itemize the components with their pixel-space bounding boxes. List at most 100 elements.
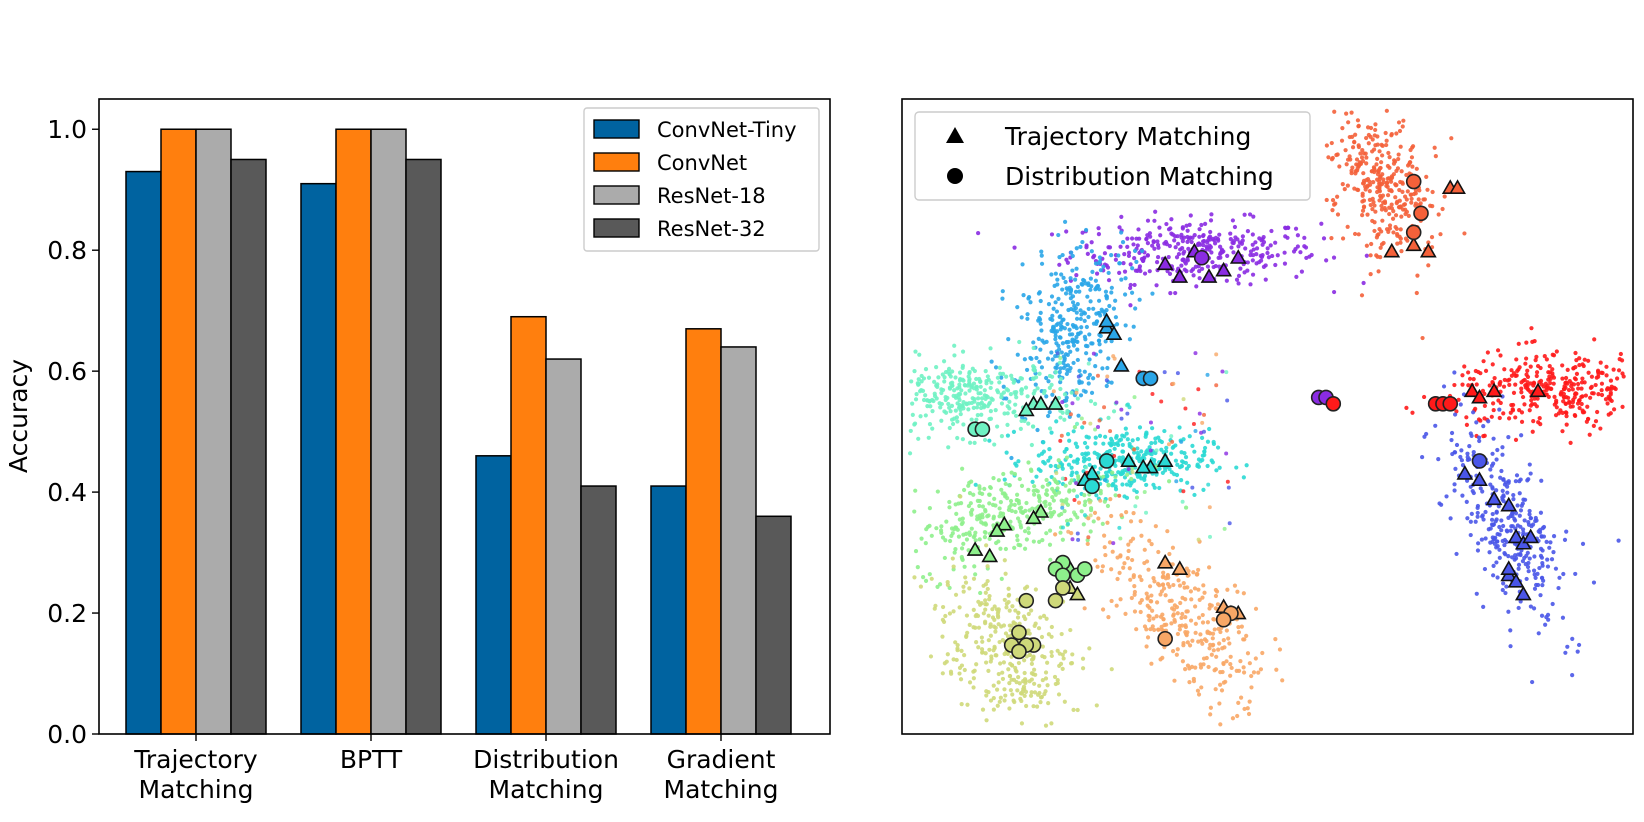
point-khaki bbox=[992, 617, 997, 622]
point-khaki bbox=[976, 625, 982, 630]
point-cyan bbox=[1115, 441, 1120, 446]
point-sky-blue bbox=[1093, 364, 1098, 369]
point-sky-blue bbox=[1070, 337, 1075, 342]
point-khaki bbox=[1002, 687, 1007, 692]
point-stray bbox=[1066, 529, 1071, 534]
x-tick-label: BPTT bbox=[340, 745, 403, 774]
point-cyan bbox=[1067, 438, 1072, 443]
point-light-green bbox=[1082, 493, 1087, 498]
bar-convnet-tiny-3 bbox=[650, 485, 687, 735]
point-sky-blue bbox=[1038, 310, 1043, 315]
point-cyan bbox=[1184, 466, 1190, 471]
point-sky-blue bbox=[1085, 344, 1090, 349]
point-aquamarine bbox=[952, 388, 957, 393]
point-violet bbox=[1089, 240, 1094, 245]
point-blue bbox=[1506, 434, 1511, 440]
point-red bbox=[1585, 404, 1590, 409]
point-cyan bbox=[1120, 455, 1125, 460]
bar-plot-frame bbox=[98, 98, 831, 735]
x-tick-label: Matching bbox=[489, 775, 604, 804]
point-light-green bbox=[1071, 488, 1076, 493]
point-red bbox=[1519, 380, 1524, 385]
point-aquamarine bbox=[927, 422, 933, 427]
point-light-green bbox=[959, 546, 965, 551]
point-khaki bbox=[984, 718, 989, 723]
point-red bbox=[1520, 394, 1526, 400]
point-light-green bbox=[921, 575, 926, 580]
point-red bbox=[1599, 392, 1605, 398]
point-sky-blue bbox=[1059, 272, 1064, 277]
point-orange-red bbox=[1388, 188, 1394, 193]
circle-marker bbox=[1471, 453, 1488, 469]
point-khaki bbox=[1023, 678, 1028, 684]
point-orange-red bbox=[1360, 147, 1365, 153]
bar-resnet-32-1 bbox=[405, 158, 442, 735]
point-stray bbox=[1225, 398, 1230, 403]
point-blue bbox=[1515, 503, 1520, 508]
point-sandy bbox=[1144, 644, 1149, 649]
point-stray bbox=[1086, 535, 1091, 540]
point-stray bbox=[1105, 374, 1110, 379]
point-stray bbox=[1181, 397, 1186, 402]
point-violet bbox=[1197, 234, 1202, 239]
point-light-green bbox=[1063, 483, 1068, 488]
point-aquamarine bbox=[912, 421, 918, 426]
point-stray bbox=[1201, 429, 1206, 434]
point-violet bbox=[1273, 262, 1278, 268]
point-violet bbox=[1265, 250, 1270, 256]
point-blue bbox=[1539, 575, 1545, 580]
point-blue bbox=[1526, 569, 1531, 574]
point-sky-blue bbox=[1113, 315, 1119, 320]
point-sandy bbox=[1196, 692, 1202, 697]
point-sandy bbox=[1206, 664, 1211, 670]
point-aquamarine bbox=[984, 381, 989, 386]
point-aquamarine bbox=[979, 396, 985, 401]
point-red bbox=[1467, 376, 1473, 381]
point-orange-red bbox=[1360, 208, 1366, 213]
point-stray bbox=[1111, 541, 1116, 546]
point-blue bbox=[1481, 604, 1486, 609]
point-sky-blue bbox=[1046, 379, 1051, 384]
point-light-green bbox=[1015, 533, 1020, 539]
point-red bbox=[1598, 426, 1603, 431]
point-blue bbox=[1528, 604, 1533, 609]
y-tick-label: 0.4 bbox=[47, 478, 87, 507]
point-sky-blue bbox=[1078, 316, 1083, 322]
point-aquamarine bbox=[975, 413, 980, 418]
point-cyan bbox=[1211, 441, 1216, 447]
point-aquamarine bbox=[1013, 402, 1018, 407]
point-blue bbox=[1517, 479, 1522, 484]
point-stray bbox=[1148, 420, 1153, 425]
point-orange-red bbox=[1408, 147, 1413, 153]
point-cyan bbox=[1086, 457, 1092, 462]
point-red bbox=[1586, 358, 1591, 363]
point-violet bbox=[1185, 258, 1190, 263]
point-sky-blue bbox=[1068, 291, 1073, 296]
point-aquamarine bbox=[913, 397, 919, 402]
point-blue bbox=[1580, 541, 1586, 546]
point-khaki bbox=[1039, 634, 1045, 640]
point-violet bbox=[1167, 243, 1172, 249]
point-violet bbox=[1225, 253, 1230, 259]
legend-label: ResNet-18 bbox=[657, 184, 766, 208]
point-sandy bbox=[1190, 638, 1195, 643]
point-cyan bbox=[1217, 465, 1222, 470]
point-stray bbox=[1226, 485, 1231, 490]
point-aquamarine bbox=[941, 359, 947, 364]
point-aquamarine bbox=[1074, 421, 1080, 427]
point-light-green bbox=[988, 485, 993, 491]
point-aquamarine bbox=[945, 395, 950, 401]
point-violet bbox=[1107, 245, 1113, 250]
circle-marker bbox=[1325, 395, 1342, 412]
point-cyan bbox=[1038, 468, 1043, 473]
point-khaki bbox=[1004, 605, 1009, 610]
point-blue bbox=[1502, 542, 1507, 548]
point-orange-red bbox=[1398, 227, 1403, 232]
point-sandy bbox=[1244, 633, 1249, 638]
point-red bbox=[1612, 407, 1617, 412]
point-aquamarine bbox=[949, 403, 955, 408]
point-red bbox=[1591, 391, 1596, 396]
point-khaki bbox=[1046, 701, 1051, 706]
triangle-marker bbox=[1098, 312, 1116, 328]
point-sky-blue bbox=[1119, 277, 1124, 282]
